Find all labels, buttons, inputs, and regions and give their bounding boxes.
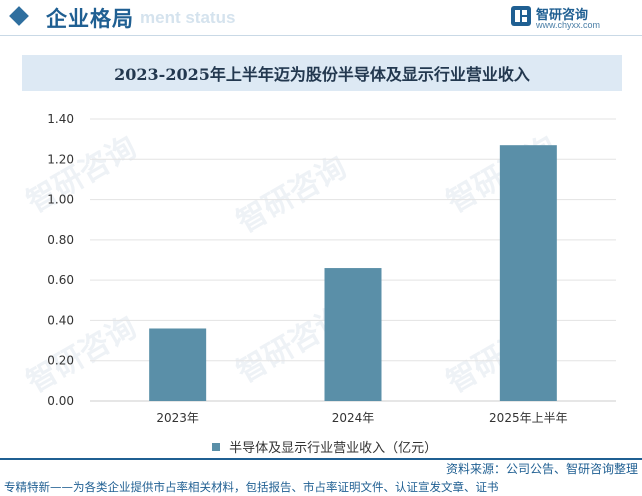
footer-rule [0,458,642,460]
y-tick-label: 1.40 [47,112,74,126]
y-tick-label: 1.00 [47,193,74,207]
bar [499,145,557,401]
legend-swatch [212,442,220,451]
chart-title: 2023-2025年上半年迈为股份半导体及显示行业营业收入 [114,65,530,84]
y-tick-label: 1.20 [47,152,74,166]
bar [324,268,382,401]
y-tick-label: 0.40 [47,313,74,327]
x-tick-label: 2023年 [156,411,199,425]
y-tick-label: 0.00 [47,394,74,408]
legend-label: 半导体及显示行业营业收入（亿元） [229,441,438,456]
bar-layer [149,145,557,401]
brand-logo: 智研咨询 www.chyxx.com [510,4,632,34]
bar [149,328,207,401]
logo-url: www.chyxx.com [536,20,601,30]
y-tick-label: 0.60 [47,273,74,287]
logo-mark-icon [511,6,531,26]
label-layer: 0.00 0.20 0.40 0.60 0.80 1.00 1.20 1.40 2023年 202… [47,112,567,425]
header-rule [0,35,642,36]
x-tick-label: 2024年 [332,411,375,425]
chart-title-band: 2023-2025年上半年迈为股份半导体及显示行业营业收入 [22,55,622,91]
header-title: 企业格局 [46,7,134,31]
footer-note: 专精特新——为各类企业提供市占率相关材料，包括报告、市占率证明文件、认证宣发文章… [4,480,499,494]
page-header: ment status 企业格局 智研咨询 www.chyxx.com [0,0,642,34]
x-tick-label: 2025年上半年 [489,411,568,425]
source-note: 资料来源：公司公告、智研咨询整理 [445,462,638,476]
y-tick-label: 0.20 [47,354,74,368]
y-tick-label: 0.80 [47,233,74,247]
chart-legend: 半导体及显示行业营业收入（亿元） [212,436,438,456]
header-subtitle: ment status [140,8,236,27]
logo-name: 智研咨询 [536,8,589,23]
